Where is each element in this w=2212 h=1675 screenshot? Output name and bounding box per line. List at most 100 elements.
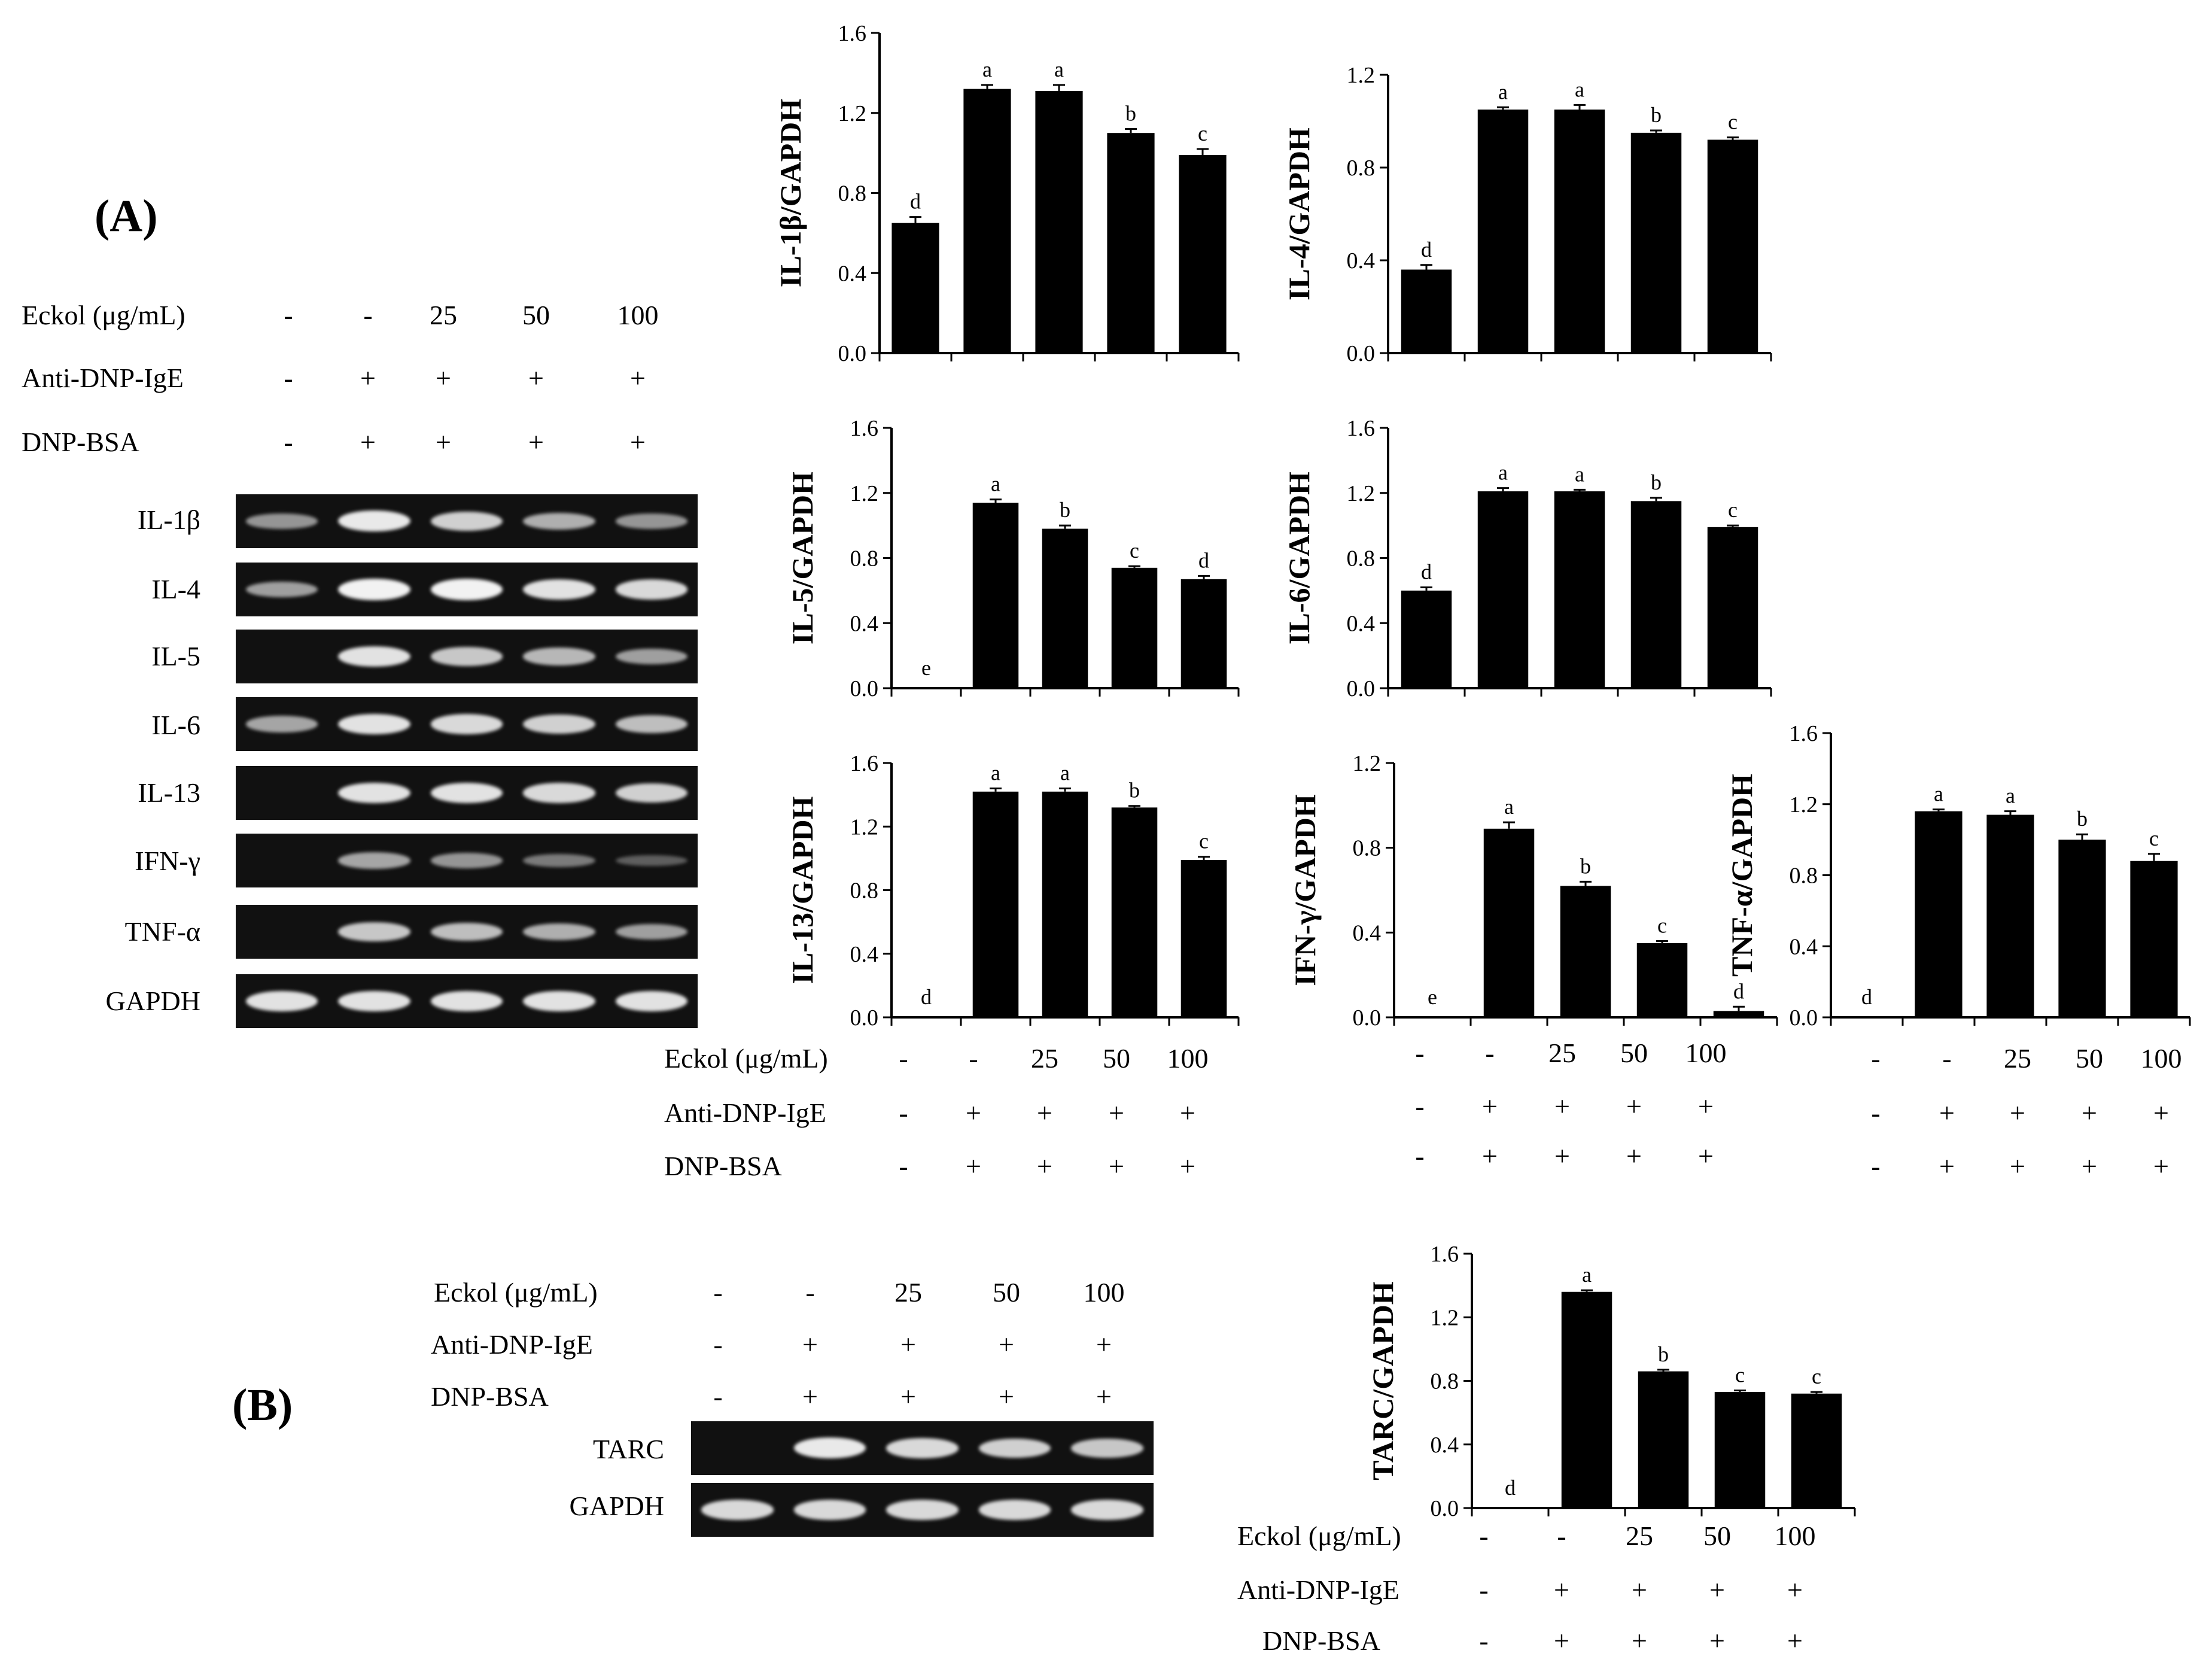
gel-strip xyxy=(236,630,698,683)
significance-letter: b xyxy=(1129,779,1140,802)
gel-band xyxy=(523,579,595,600)
condition-value: + xyxy=(966,1098,981,1128)
gel-band xyxy=(615,513,687,529)
bar xyxy=(1707,139,1758,353)
y-tick-label: 1.2 xyxy=(850,481,879,506)
bar xyxy=(2130,861,2178,1017)
gel-band xyxy=(523,783,595,803)
condition-value: + xyxy=(1037,1151,1052,1181)
gel-band xyxy=(523,647,595,665)
condition-value: 25 xyxy=(1626,1521,1653,1551)
significance-letter: c xyxy=(1199,829,1209,853)
bar xyxy=(1636,943,1688,1017)
significance-letter: c xyxy=(1735,1363,1745,1387)
y-tick-label: 0.4 xyxy=(850,611,879,636)
condition-value: + xyxy=(999,1381,1014,1412)
y-tick-label: 0.4 xyxy=(1431,1433,1459,1458)
gel-band xyxy=(523,853,595,868)
y-axis-label: IL-1β/GAPDH xyxy=(774,99,807,287)
y-tick-label: 1.2 xyxy=(850,814,879,840)
y-axis-label: IFN-γ/GAPDH xyxy=(1288,794,1322,986)
condition-value: + xyxy=(802,1329,818,1360)
y-axis-label: IL-13/GAPDH xyxy=(786,796,819,984)
gel-strip xyxy=(236,697,698,751)
significance-letter: a xyxy=(2006,784,2015,808)
condition-value: + xyxy=(1632,1574,1647,1605)
bar xyxy=(1713,1011,1764,1017)
condition-value: + xyxy=(1939,1151,1955,1181)
condition-value: + xyxy=(1180,1151,1195,1181)
chart-il6: 0.0 0.4 0.8 1.2 1.6 d a a b c IL-6/GAPDH xyxy=(1282,416,1772,701)
y-tick-label: 1.6 xyxy=(1790,721,1818,746)
y-axis-label: IL-4/GAPDH xyxy=(1282,127,1316,300)
condition-value: + xyxy=(2010,1098,2025,1128)
y-tick-label: 0.0 xyxy=(1431,1496,1459,1521)
y-tick-label: 1.6 xyxy=(1347,416,1376,441)
condition-value: + xyxy=(1787,1625,1803,1656)
gel-row-label: GAPDH xyxy=(105,986,200,1016)
condition-value: + xyxy=(2153,1098,2169,1128)
significance-letter: a xyxy=(1575,77,1584,101)
condition-value: + xyxy=(1787,1574,1803,1605)
gel-band xyxy=(338,510,410,532)
condition-label: DNP-BSA xyxy=(664,1151,782,1181)
condition-value: - xyxy=(363,300,373,330)
bar xyxy=(1707,527,1758,688)
gel-band xyxy=(430,782,503,803)
gel-band xyxy=(523,923,595,941)
chart-ifng: 0.0 0.4 0.8 1.2 e a b c d IFN-γ/GAPDH xyxy=(1288,751,1778,1030)
condition-value: - xyxy=(1485,1038,1495,1068)
chart-il13: 0.0 0.4 0.8 1.2 1.6 d a a b c IL-13/GAPDH xyxy=(786,751,1240,1030)
condition-label: Eckol (μg/mL) xyxy=(664,1043,828,1074)
gel-band xyxy=(615,579,687,600)
gel-band xyxy=(978,1438,1051,1458)
y-tick-label: 1.2 xyxy=(1347,481,1376,506)
y-tick-label: 1.6 xyxy=(1431,1242,1459,1267)
condition-value: - xyxy=(284,427,293,457)
gel-band xyxy=(886,1438,959,1458)
condition-value: 50 xyxy=(2076,1043,2103,1074)
condition-label: DNP-BSA xyxy=(431,1381,549,1412)
bar xyxy=(1554,110,1605,353)
condition-value: + xyxy=(528,427,544,457)
gel-strip xyxy=(236,494,698,548)
condition-label: Anti-DNP-IgE xyxy=(1237,1574,1399,1605)
y-tick-label: 0.8 xyxy=(1790,864,1818,889)
gel-band xyxy=(793,1500,866,1520)
y-tick-label: 0.8 xyxy=(850,878,879,904)
gel-row-label: GAPDH xyxy=(569,1491,664,1521)
condition-value: - xyxy=(1871,1043,1881,1074)
condition-value: + xyxy=(966,1151,981,1181)
significance-letter: a xyxy=(1582,1263,1592,1287)
gel-band xyxy=(1071,1439,1143,1458)
bar xyxy=(892,223,939,353)
gel-band xyxy=(615,648,687,665)
significance-letter: a xyxy=(1054,57,1064,81)
gel-band xyxy=(338,646,410,667)
condition-value: + xyxy=(1626,1141,1642,1171)
bar xyxy=(1630,501,1682,688)
bar xyxy=(1554,491,1605,688)
gel-strip xyxy=(691,1421,1154,1475)
panel-label-b: (B) xyxy=(232,1380,293,1430)
condition-value: 25 xyxy=(1548,1038,1576,1068)
bar xyxy=(1401,590,1452,688)
condition-value: - xyxy=(1942,1043,1952,1074)
gel-row-label: IL-5 xyxy=(151,641,200,671)
condition-value: - xyxy=(899,1151,908,1181)
condition-value: - xyxy=(1415,1038,1425,1068)
gel-band xyxy=(430,990,503,1011)
condition-value: + xyxy=(1482,1091,1498,1121)
condition-value: + xyxy=(1096,1381,1112,1412)
gel-strip xyxy=(236,974,698,1028)
condition-value: + xyxy=(1626,1091,1642,1121)
gel-strip xyxy=(236,766,698,820)
significance-letter: d xyxy=(1505,1476,1516,1500)
condition-value: 100 xyxy=(1167,1043,1209,1074)
gel-band xyxy=(978,1500,1051,1520)
significance-letter: d xyxy=(1198,548,1209,572)
y-tick-label: 0.0 xyxy=(1790,1005,1818,1030)
condition-label: Eckol (μg/mL) xyxy=(1237,1521,1401,1551)
significance-letter: d xyxy=(910,190,921,214)
y-tick-label: 1.2 xyxy=(1353,751,1382,776)
